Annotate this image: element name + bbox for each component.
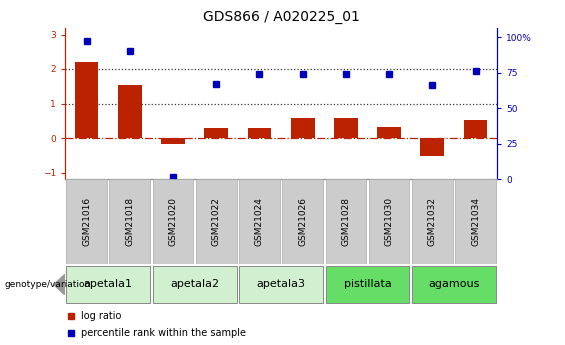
Text: GSM21018: GSM21018 [125,197,134,246]
Text: apetala2: apetala2 [170,279,219,289]
Bar [464,120,488,138]
Bar [153,179,193,264]
Bar [325,179,366,264]
Bar [325,266,410,303]
Polygon shape [54,274,65,295]
Text: apetala3: apetala3 [257,279,306,289]
Bar [161,138,185,144]
Text: GSM21022: GSM21022 [212,197,221,246]
Bar [369,179,410,264]
Bar [110,179,150,264]
Bar [420,138,444,156]
Bar [153,266,237,303]
Text: GSM21016: GSM21016 [82,197,91,246]
Bar [334,118,358,138]
Bar [247,128,271,138]
Text: GSM21024: GSM21024 [255,197,264,246]
Bar [66,266,150,303]
Title: GDS866 / A020225_01: GDS866 / A020225_01 [203,10,359,24]
Text: agamous: agamous [428,279,480,289]
Bar [66,179,107,264]
Text: log ratio: log ratio [81,311,121,321]
Text: genotype/variation: genotype/variation [5,280,91,289]
Bar [282,179,323,264]
Text: GSM21028: GSM21028 [341,197,350,246]
Bar [377,127,401,138]
Bar [239,179,280,264]
Text: GSM21020: GSM21020 [168,197,177,246]
Bar [205,128,228,138]
Bar [455,179,496,264]
Text: GSM21026: GSM21026 [298,197,307,246]
Text: GSM21034: GSM21034 [471,197,480,246]
Bar [412,179,453,264]
Text: percentile rank within the sample: percentile rank within the sample [81,328,246,338]
Bar [196,179,237,264]
Text: GSM21032: GSM21032 [428,197,437,246]
Bar [291,118,315,138]
Bar [118,85,142,138]
Bar [412,266,496,303]
Text: GSM21030: GSM21030 [385,197,394,246]
Text: pistillata: pistillata [344,279,392,289]
Text: apetala1: apetala1 [84,279,133,289]
Bar [239,266,323,303]
Bar [75,62,98,138]
